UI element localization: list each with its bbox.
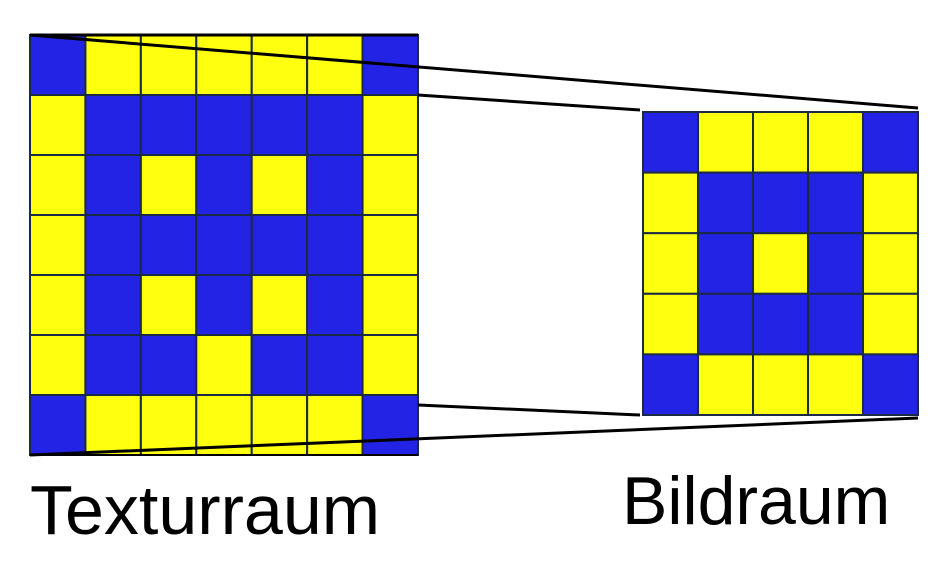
texture-cell-yellow [195, 334, 253, 396]
image-cell-yellow [752, 111, 809, 174]
projection-lines [29, 33, 919, 457]
texture-cell-yellow [361, 334, 420, 396]
texture-cell-blue [306, 214, 364, 276]
image-cell-border [642, 111, 919, 416]
texture-cell-yellow [29, 334, 87, 396]
image-cell-yellow [862, 292, 919, 356]
texture-cell-yellow [195, 394, 253, 456]
texture-cell-blue [361, 394, 420, 456]
texture-cell-yellow [306, 34, 364, 96]
texture-cell-blue [250, 214, 309, 276]
texture-cell-blue [250, 334, 309, 396]
texture-cell-blue [195, 94, 253, 156]
image-cell-blue [752, 171, 809, 235]
texture-cell-yellow [29, 94, 87, 156]
projection-line-top-inner [417, 93, 641, 112]
texture-cell-yellow [29, 154, 87, 216]
texture-cell-blue [84, 274, 142, 336]
texture-cell-yellow [250, 154, 309, 216]
texture-cell-blue [84, 334, 142, 396]
image-cell-blue [752, 292, 809, 356]
texture-cell-blue [84, 94, 142, 156]
texture-cell-yellow [29, 214, 87, 276]
texture-space-grid [29, 34, 420, 456]
image-cell-blue [642, 353, 699, 416]
texture-cell-yellow [139, 274, 198, 336]
image-cell-yellow [642, 171, 699, 235]
image-cell-yellow [697, 111, 754, 174]
texture-cell-blue [306, 94, 364, 156]
image-cell-yellow [642, 232, 699, 295]
texture-cell-yellow [250, 274, 309, 336]
image-cell-yellow [862, 171, 919, 235]
image-cell-yellow [752, 232, 809, 295]
image-cell-yellow [862, 232, 919, 295]
texture-cell-blue [29, 394, 87, 456]
image-cell-blue [697, 232, 754, 295]
texture-cell-yellow [139, 154, 198, 216]
texture-cell-blue [84, 214, 142, 276]
texture-cell-yellow [361, 274, 420, 336]
texture-cell-yellow [250, 34, 309, 96]
image-cell-blue [807, 171, 864, 235]
texture-cell-blue [250, 94, 309, 156]
image-cell-blue [642, 111, 699, 174]
texture-cell-blue [139, 334, 198, 396]
image-cell-yellow [807, 111, 864, 174]
texture-cell-yellow [84, 394, 142, 456]
projection-line-bottom-inner [417, 403, 641, 417]
texture-cell-blue [139, 214, 198, 276]
image-cell-yellow [807, 353, 864, 416]
image-cell-blue [862, 111, 919, 174]
image-cell-yellow [697, 353, 754, 416]
texture-cell-blue [195, 154, 253, 216]
image-space-label: Bildraum [622, 463, 891, 539]
image-space-grid [642, 111, 919, 416]
image-cell-yellow [642, 292, 699, 356]
texture-cell-blue [29, 34, 87, 96]
projection-line-top-outer [29, 33, 919, 110]
texture-cell-yellow [139, 394, 198, 456]
image-cell-blue [807, 232, 864, 295]
texture-cell-yellow [361, 214, 420, 276]
texture-cell-blue [306, 274, 364, 336]
texture-cell-blue [195, 274, 253, 336]
image-cell-blue [862, 353, 919, 416]
texture-cell-yellow [361, 154, 420, 216]
image-cell-blue [697, 292, 754, 356]
texture-cell-blue [84, 154, 142, 216]
texture-cell-blue [306, 334, 364, 396]
texture-space-label: Texturraum [30, 471, 381, 549]
image-cell-yellow [752, 353, 809, 416]
image-cell-blue [697, 171, 754, 235]
texture-cell-blue [195, 214, 253, 276]
texture-cell-yellow [29, 274, 87, 336]
texture-cell-yellow [306, 394, 364, 456]
projection-line-bottom-outer [29, 416, 919, 457]
texture-cell-yellow [195, 34, 253, 96]
image-cell-blue [807, 292, 864, 356]
texture-cell-yellow [361, 94, 420, 156]
texture-cell-blue [306, 154, 364, 216]
texture-cell-blue [139, 94, 198, 156]
